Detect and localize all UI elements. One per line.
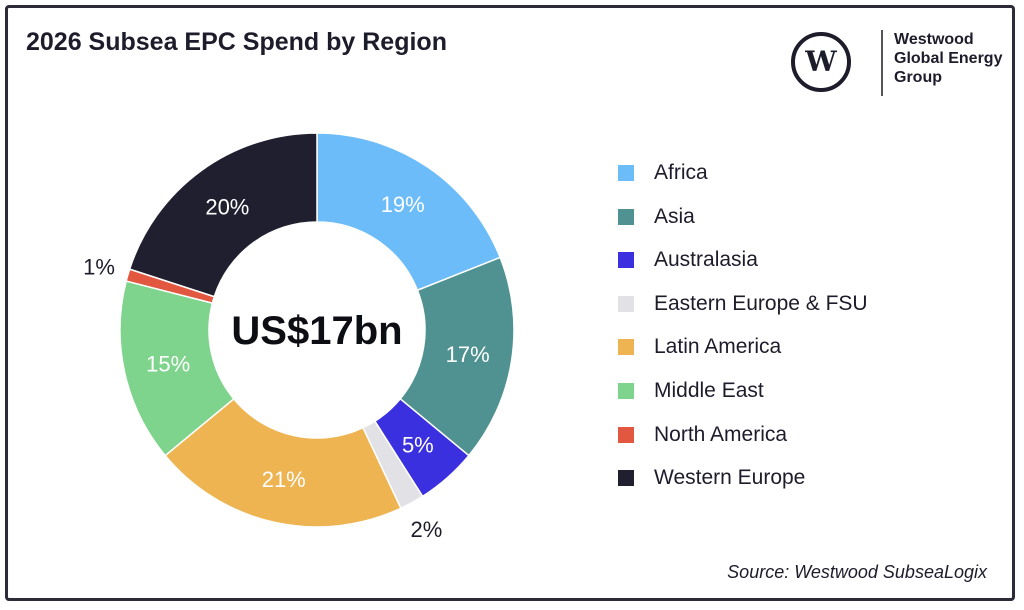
legend-item: Western Europe [618, 463, 868, 507]
data-label-western-europe: 20% [205, 195, 249, 220]
legend-swatch [618, 382, 634, 399]
logo-w-icon: W [791, 32, 851, 92]
legend-item: Australasia [618, 245, 868, 289]
legend-swatch [618, 208, 634, 225]
donut-chart: 19% 17% 5% 2% 21% 15% 1% 20% US$17bn [83, 132, 515, 542]
legend-item: Africa [618, 158, 868, 202]
data-label-australasia: 5% [402, 432, 434, 457]
legend-item: North America [618, 420, 868, 464]
legend-item: Eastern Europe & FSU [618, 289, 868, 333]
chart-card: 2026 Subsea EPC Spend by Region W Westwo… [5, 5, 1015, 601]
data-label-africa: 19% [381, 192, 425, 217]
data-label-middle-east: 15% [146, 351, 190, 376]
slice-latin-america [164, 397, 402, 528]
legend-swatch [618, 470, 634, 487]
legend-swatch [618, 339, 634, 356]
legend-item: Asia [618, 202, 868, 246]
legend-swatch [618, 252, 634, 269]
data-label-eastern-europe-fsu: 2% [410, 517, 442, 542]
logo-text: Westwood Global Energy Group [894, 31, 1003, 86]
data-label-asia: 17% [446, 342, 490, 367]
slice-africa [316, 132, 502, 292]
legend-label: North America [654, 422, 788, 446]
legend-swatch [618, 295, 634, 312]
logo-divider [881, 30, 883, 96]
legend-item: Middle East [618, 376, 868, 420]
legend-item: Latin America [618, 332, 868, 376]
data-label-latin-america: 21% [262, 467, 306, 492]
legend-label: Asia [654, 204, 695, 228]
source-note: Source: Westwood SubseaLogix [727, 562, 987, 582]
data-label-north-america: 1% [83, 255, 115, 280]
legend-swatch [618, 165, 634, 181]
slice-western-europe [128, 132, 318, 298]
legend-label: Australasia [654, 248, 758, 272]
chart-legend: Africa Asia Australasia Eastern Europe & FS… [618, 158, 868, 507]
legend-label: Latin America [654, 335, 782, 359]
center-total-label: US$17bn [231, 309, 402, 353]
chart-title: 2026 Subsea EPC Spend by Region [26, 28, 447, 56]
legend-label: Western Europe [654, 466, 806, 490]
legend-label: Africa [654, 161, 708, 184]
westwood-logo: W Westwood Global Energy Group [791, 30, 1011, 100]
legend-swatch [618, 426, 634, 443]
legend-label: Middle East [654, 378, 764, 402]
legend-label: Eastern Europe & FSU [654, 291, 868, 315]
